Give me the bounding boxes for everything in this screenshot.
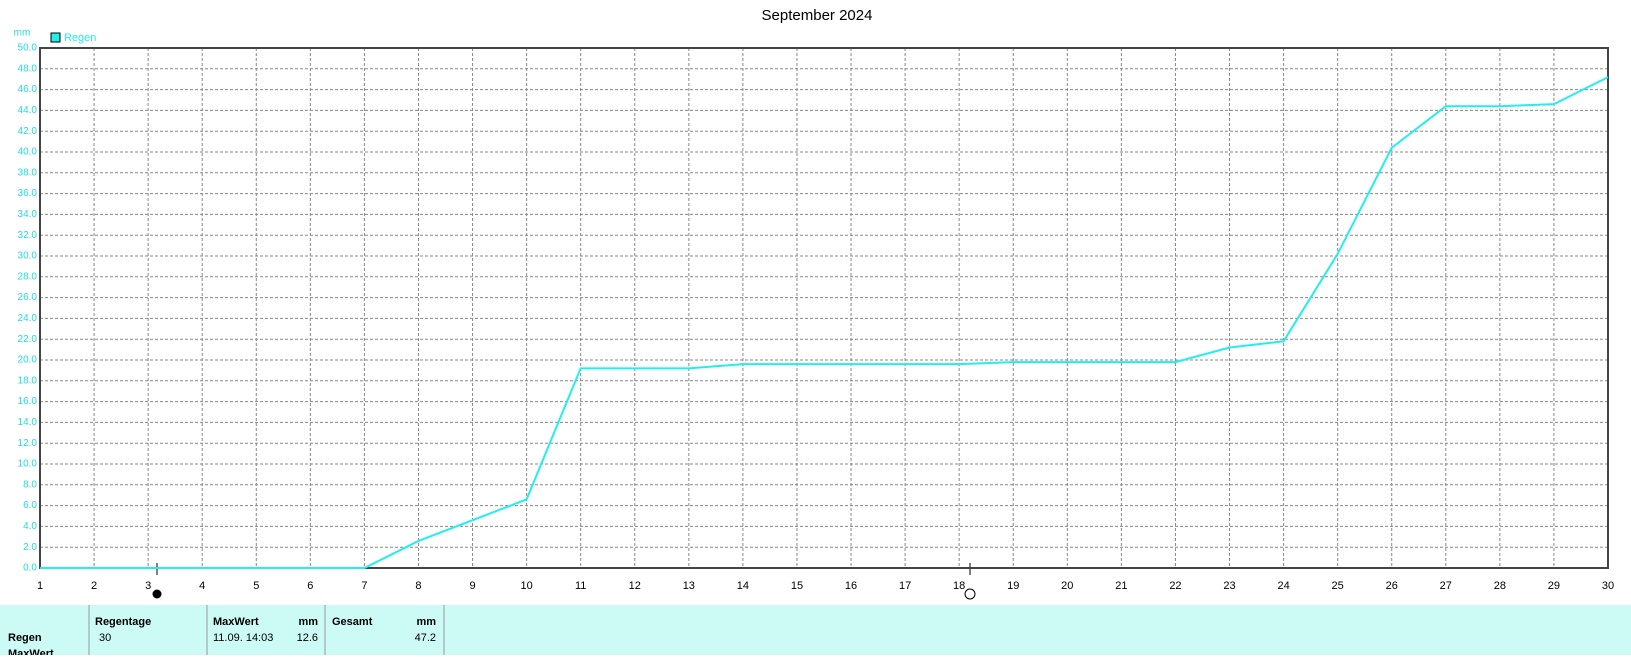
row-label: MaxWert: [8, 648, 54, 655]
x-tick-label: 3: [145, 580, 151, 592]
y-tick-label: 42.0: [18, 126, 38, 137]
x-tick-label: 21: [1115, 580, 1127, 592]
data-line: [40, 76, 1609, 569]
x-tick-label: 22: [1169, 580, 1181, 592]
y-tick-label: 24.0: [18, 313, 38, 324]
y-tick-label: 8.0: [23, 479, 37, 490]
y-tick-label: 16.0: [18, 396, 38, 407]
table-header: mm: [416, 616, 436, 628]
x-tick-label: 19: [1007, 580, 1019, 592]
x-tick-label: 1: [37, 580, 43, 592]
x-tick-label: 20: [1061, 580, 1073, 592]
x-tick-label: 29: [1548, 580, 1560, 592]
x-tick-label: 11: [575, 580, 586, 592]
x-tick-label: 4: [199, 580, 205, 592]
legend-label: Regen: [64, 32, 96, 44]
x-tick-label: 26: [1386, 580, 1398, 592]
x-tick-label: 23: [1223, 580, 1235, 592]
x-tick-label: 5: [253, 580, 259, 592]
full-moon-icon: [964, 588, 976, 600]
y-tick-label: 18.0: [18, 375, 38, 386]
y-tick-label: 40.0: [18, 147, 38, 158]
table-header: MaxWert: [213, 616, 259, 628]
table-header: Regentage: [95, 616, 151, 628]
y-tick-label: 44.0: [18, 105, 38, 116]
table-cell: 11.09. 14:03: [213, 632, 273, 644]
y-tick-label: 32.0: [18, 230, 38, 241]
y-tick-label: 22.0: [18, 334, 38, 345]
table-background: [0, 605, 1631, 655]
x-tick-label: 17: [899, 580, 911, 592]
plot-frame: [39, 47, 1609, 569]
y-tick-label: 12.0: [18, 438, 38, 449]
x-tick-label: 25: [1332, 580, 1344, 592]
new-moon-icon: [152, 589, 162, 599]
table-header: Gesamt: [332, 616, 373, 628]
x-tick-label: 13: [683, 580, 695, 592]
y-tick-label: 38.0: [18, 167, 38, 178]
x-tick-label: 24: [1277, 580, 1289, 592]
table-header: mm: [298, 616, 318, 628]
y-tick-label: 46.0: [18, 84, 38, 95]
y-tick-label: 14.0: [18, 417, 38, 428]
y-tick-label: 28.0: [18, 271, 38, 282]
y-tick-label: 36.0: [18, 188, 38, 199]
table-cell: 12.6: [297, 632, 318, 644]
x-tick-label: 14: [737, 580, 749, 592]
x-tick-label: 2: [91, 580, 97, 592]
y-tick-label: 50.0: [18, 43, 38, 54]
y-tick-label: 4.0: [23, 521, 37, 532]
x-tick-label: 9: [469, 580, 475, 592]
legend-swatch: [50, 32, 61, 43]
table-cell: 47.2: [415, 632, 436, 644]
y-tick-label: 26.0: [18, 292, 38, 303]
x-tick-label: 27: [1440, 580, 1452, 592]
x-tick-label: 15: [791, 580, 803, 592]
x-tick-label: 7: [361, 580, 367, 592]
chart-title: September 2024: [762, 7, 873, 24]
y-tick-label: 30.0: [18, 251, 38, 262]
y-tick-label: 0.0: [23, 563, 37, 574]
y-tick-label: 6.0: [23, 500, 37, 511]
y-tick-label: 2.0: [23, 542, 37, 553]
x-tick-label: 6: [307, 580, 313, 592]
row-label: Regen: [8, 632, 42, 644]
table-cell: 30: [99, 632, 111, 644]
x-tick-label: 30: [1602, 580, 1614, 592]
x-tick-label: 8: [415, 580, 421, 592]
x-tick-label: 18: [953, 580, 965, 592]
x-tick-label: 12: [629, 580, 641, 592]
y-tick-label: 20.0: [18, 355, 38, 366]
x-tick-label: 28: [1494, 580, 1506, 592]
x-tick-label: 16: [845, 580, 857, 592]
y-unit: mm: [14, 28, 31, 39]
y-tick-label: 48.0: [18, 63, 38, 74]
x-tick-label: 10: [520, 580, 532, 592]
y-tick-label: 10.0: [18, 459, 38, 470]
y-tick-label: 34.0: [18, 209, 38, 220]
